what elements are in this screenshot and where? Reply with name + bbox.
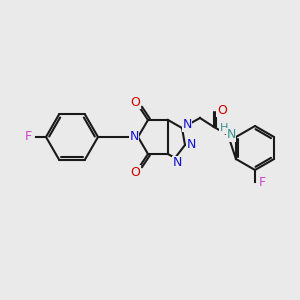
Text: O: O [217,103,227,116]
Text: N: N [129,130,139,143]
Text: F: F [24,130,32,143]
Text: N: N [226,128,236,142]
Text: F: F [258,176,266,188]
Text: H: H [220,123,228,133]
Text: N: N [172,157,182,169]
Text: O: O [130,95,140,109]
Text: O: O [130,166,140,178]
Text: N: N [186,139,196,152]
Text: N: N [182,118,192,131]
